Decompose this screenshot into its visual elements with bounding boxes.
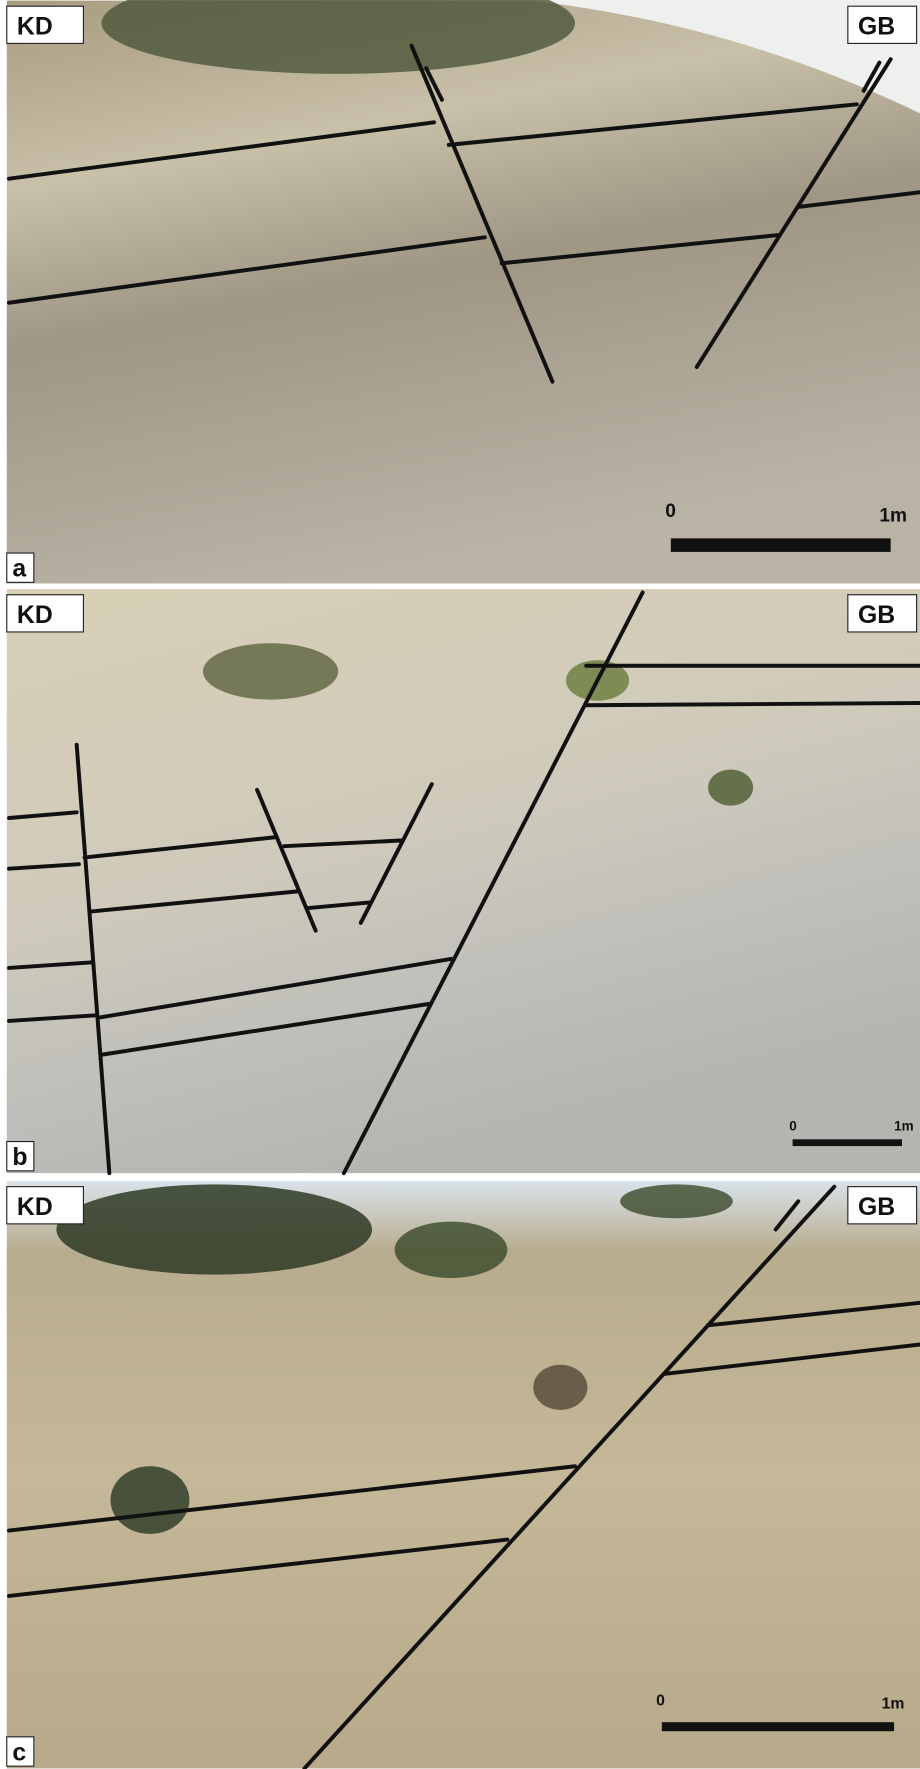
scale-bar — [662, 1722, 894, 1731]
scale-end: 1m — [894, 1118, 914, 1133]
vegetation — [620, 1184, 733, 1218]
panel-label: b — [12, 1144, 27, 1171]
scale-start: 0 — [656, 1692, 665, 1709]
scale-start: 0 — [789, 1118, 797, 1133]
panel-b: 0 1m KD GB b — [7, 589, 920, 1173]
panel-label: a — [12, 556, 26, 583]
vegetation — [708, 770, 753, 806]
side-label: KD — [17, 1194, 53, 1221]
side-label: KD — [17, 13, 53, 40]
vegetation — [395, 1222, 508, 1278]
scale-bar — [671, 538, 891, 552]
panel-c: 0 1m KD GB c — [7, 1181, 920, 1768]
side-label: GB — [858, 13, 895, 40]
side-label: KD — [17, 602, 53, 629]
vegetation — [203, 643, 338, 699]
scale-end: 1m — [879, 505, 907, 526]
page: 0 1m KD GB a 0 1m KD GB b 0 1m KD — [0, 0, 920, 1769]
figure: 0 1m KD GB a 0 1m KD GB b 0 1m KD — [0, 0, 920, 1769]
panel-a: 0 1m KD GB a — [7, 0, 920, 583]
panel-label: c — [12, 1740, 26, 1767]
photo — [7, 1, 920, 584]
vegetation — [56, 1184, 372, 1274]
scale-start: 0 — [665, 501, 676, 522]
vegetation — [110, 1466, 189, 1534]
scale-bar — [793, 1139, 902, 1146]
scale-end: 1m — [882, 1696, 905, 1713]
photo — [7, 589, 920, 1173]
vegetation — [533, 1365, 587, 1410]
side-label: GB — [858, 602, 895, 629]
side-label: GB — [858, 1194, 895, 1221]
